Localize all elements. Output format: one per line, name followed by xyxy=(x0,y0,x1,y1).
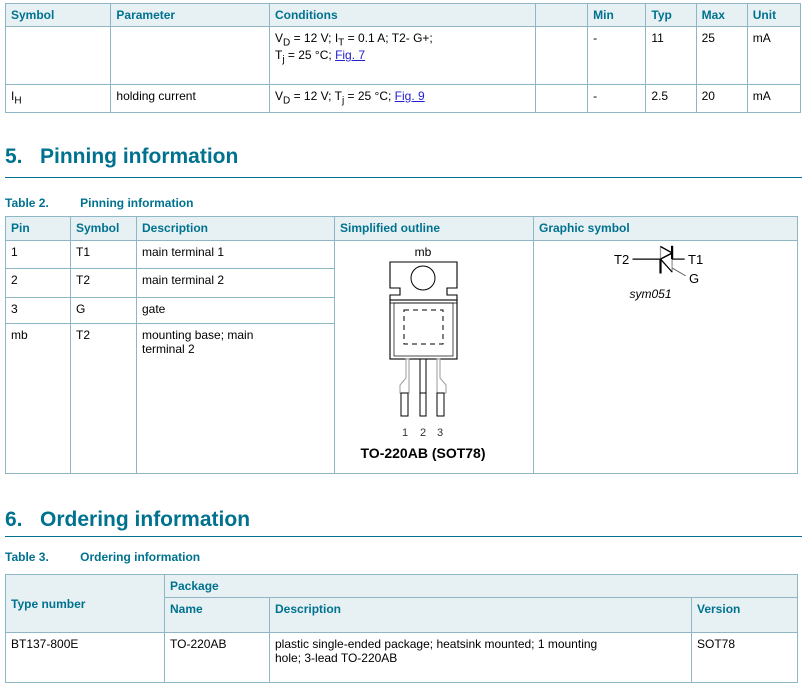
svg-text:TO-220AB (SOT78): TO-220AB (SOT78) xyxy=(361,445,486,461)
svg-text:1: 1 xyxy=(402,427,408,439)
svg-text:2: 2 xyxy=(420,427,426,439)
svg-text:T1: T1 xyxy=(688,252,703,267)
svg-text:G: G xyxy=(689,271,699,286)
svg-text:3: 3 xyxy=(437,427,443,439)
svg-text:mb: mb xyxy=(415,245,432,259)
svg-text:sym051: sym051 xyxy=(630,287,672,301)
svg-text:T2: T2 xyxy=(614,252,629,267)
